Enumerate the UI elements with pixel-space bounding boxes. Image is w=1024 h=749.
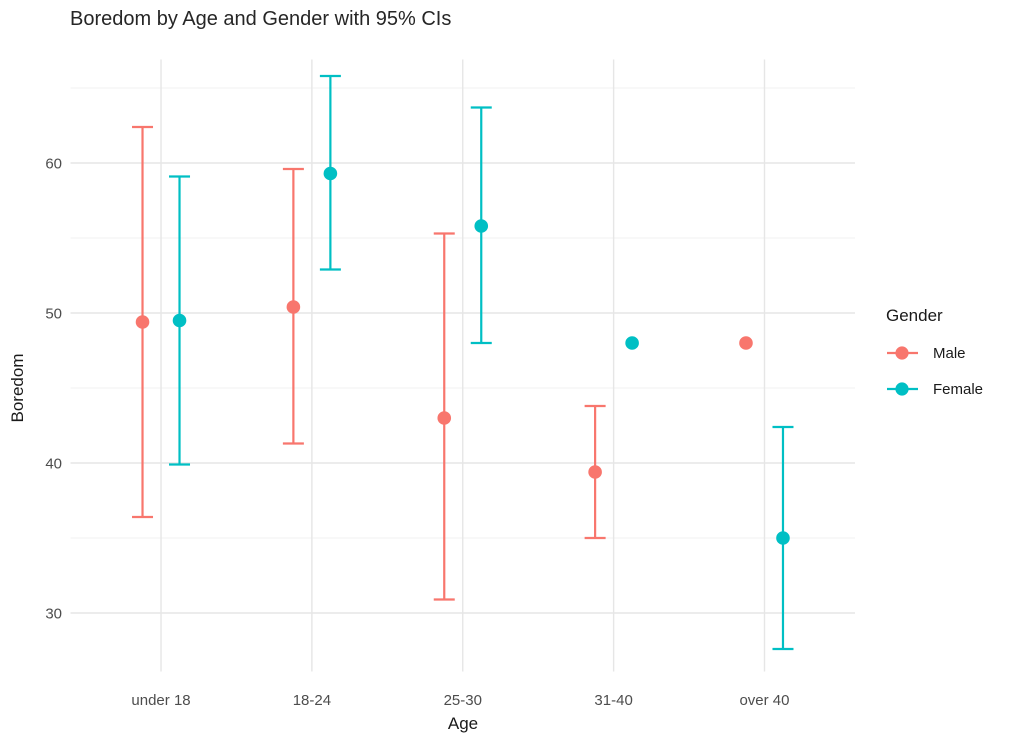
x-axis-title-text: Age (447, 714, 479, 733)
data-point (172, 313, 187, 328)
data-point (625, 336, 639, 350)
data-point (739, 336, 753, 350)
data-point (286, 300, 301, 314)
data-point (437, 411, 452, 425)
legend-label-female: Female (933, 380, 984, 398)
x-tick-label: 18-24 (293, 692, 331, 709)
x-tick-label: 25-30 (444, 692, 482, 709)
female-pointrange-key-icon (887, 382, 918, 396)
data-point (474, 219, 489, 233)
legend: Gender Male Female (886, 306, 1022, 414)
x-axis-title: Age (0, 714, 926, 734)
legend-item-male: Male (886, 342, 1022, 364)
legend-label-male: Male (933, 344, 966, 362)
x-tick-label: under 18 (131, 692, 190, 709)
y-tick-label: 30 (45, 606, 62, 623)
y-tick-label: 60 (45, 156, 62, 173)
data-point (135, 315, 150, 329)
male-pointrange-key-icon (887, 346, 918, 360)
legend-item-female: Female (886, 378, 1022, 400)
y-tick-label: 50 (45, 306, 62, 323)
x-tick-label: over 40 (739, 692, 789, 709)
data-point (323, 166, 338, 181)
data-point (776, 531, 790, 545)
y-axis-title: Boredom (8, 353, 27, 423)
x-tick-label: 31-40 (594, 692, 632, 709)
legend-title: Gender (886, 306, 943, 325)
data-point (588, 465, 602, 479)
chart-title: Boredom by Age and Gender with 95% CIs (70, 8, 452, 30)
y-tick-label: 40 (45, 456, 62, 473)
